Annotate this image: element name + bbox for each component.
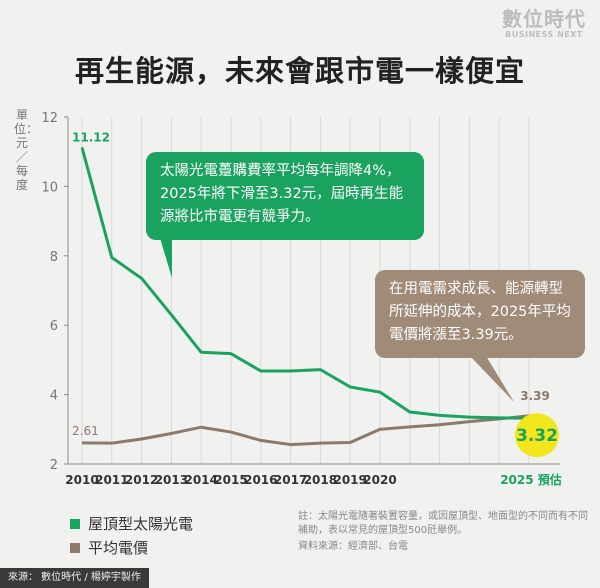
chart-labels: 11.12 2.61 3.39 3.32 xyxy=(72,131,559,458)
x-tick-label: 2018 xyxy=(304,473,337,487)
credit-bar: 來源： 數位時代 / 楊婷宇製作 xyxy=(0,568,149,588)
x-tick-label: 2012 xyxy=(125,473,158,487)
y-unit-label: 單位：元／每度 xyxy=(14,108,39,192)
series-line xyxy=(80,147,530,420)
x-tick-label: 2017 xyxy=(274,473,307,487)
x-tick-label: 2013 xyxy=(155,473,188,487)
brand-name: 數位時代 xyxy=(502,7,586,31)
y-tick-label: 4 xyxy=(50,389,58,404)
x-tick-label: 2025 預估 xyxy=(500,472,562,487)
series-lines xyxy=(80,147,530,447)
callout-brown-pointer xyxy=(470,356,514,402)
footnote-text: 註：太陽光電隨著裝置容量，或因屋頂型、地面型的不同而有不同補助，表以常見的屋頂型… xyxy=(298,511,588,536)
x-tick-label: 2011 xyxy=(95,473,128,487)
callout-price: 在用電需求成長、能源轉型所延伸的成本，2025年平均電價將漲至3.39元。 xyxy=(375,270,585,358)
x-tick-label: 2015 xyxy=(214,473,247,487)
legend-label-solar: 屋頂型太陽光電 xyxy=(88,515,194,533)
y-tick-label: 8 xyxy=(50,250,58,265)
footnote: 註：太陽光電隨著裝置容量，或因屋頂型、地面型的不同而有不同補助，表以常見的屋頂型… xyxy=(298,510,588,554)
data-label-end-price: 3.39 xyxy=(520,389,550,403)
chart-title: 再生能源，未來會跟市電一樣便宜 xyxy=(74,54,525,88)
x-tick-label: 2020 xyxy=(363,473,396,487)
data-source: 資料來源：經濟部、台電 xyxy=(298,541,408,552)
x-tick-label: 2019 xyxy=(333,473,366,487)
legend-swatch-solar xyxy=(70,519,80,529)
y-tick-label: 10 xyxy=(41,180,58,195)
series-line xyxy=(81,414,530,447)
legend-swatch-price xyxy=(70,543,80,553)
x-tick-label: 2014 xyxy=(184,473,217,487)
callout-green-pointer xyxy=(160,238,172,278)
highlight-circle xyxy=(515,413,559,458)
legend-item-price: 平均電價 xyxy=(70,536,193,560)
brand-logo: 數位時代 BUSINESS NEXT xyxy=(502,8,586,39)
legend-label-price: 平均電價 xyxy=(88,539,149,557)
y-tick-label: 2 xyxy=(50,458,58,473)
x-tick-label: 2010 xyxy=(65,473,98,487)
x-tick-label: 2016 xyxy=(244,473,277,487)
y-tick-label: 12 xyxy=(41,111,58,126)
axes: 2 4 6 8 10 12 20102011201220132014201520162017… xyxy=(41,111,561,487)
brand-sub: BUSINESS NEXT xyxy=(505,30,583,39)
data-label-start-price: 2.61 xyxy=(72,424,99,438)
legend: 屋頂型太陽光電 平均電價 xyxy=(70,512,193,560)
callout-solar: 太陽光電躉購費率平均每年調降4%，2025年將下滑至3.32元，屆時再生能源將比… xyxy=(146,152,424,240)
data-label-start-solar: 11.12 xyxy=(72,131,110,145)
data-label-end-solar: 3.32 xyxy=(516,426,558,446)
legend-item-solar: 屋頂型太陽光電 xyxy=(70,512,193,536)
y-tick-label: 6 xyxy=(50,319,58,334)
